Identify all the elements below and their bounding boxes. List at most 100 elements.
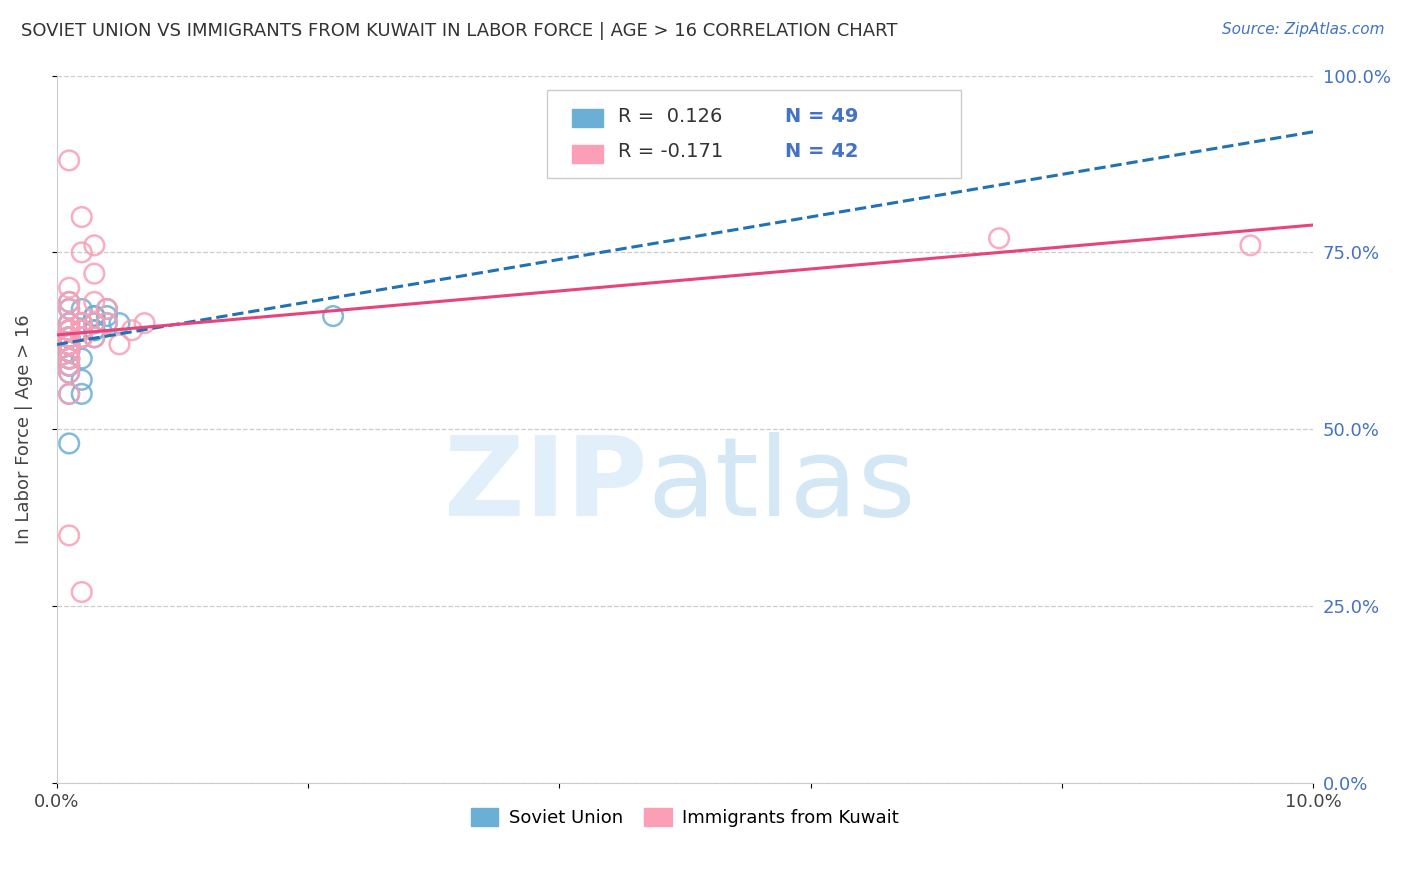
Point — [322, 309, 344, 323]
Point — [58, 323, 80, 337]
Point — [58, 337, 80, 351]
Point — [70, 330, 93, 344]
Point — [58, 337, 80, 351]
Point — [58, 359, 80, 373]
Point — [58, 153, 80, 168]
Point — [58, 359, 80, 373]
Point — [58, 344, 80, 359]
Point — [58, 337, 80, 351]
Point — [83, 323, 105, 337]
Y-axis label: In Labor Force | Age > 16: In Labor Force | Age > 16 — [15, 315, 32, 544]
Point — [58, 281, 80, 295]
Point — [58, 323, 80, 337]
Text: SOVIET UNION VS IMMIGRANTS FROM KUWAIT IN LABOR FORCE | AGE > 16 CORRELATION CHA: SOVIET UNION VS IMMIGRANTS FROM KUWAIT I… — [21, 22, 897, 40]
Point — [70, 316, 93, 330]
Point — [58, 316, 80, 330]
Point — [96, 316, 118, 330]
Point — [58, 316, 80, 330]
Text: R = -0.171: R = -0.171 — [619, 143, 724, 161]
Point — [83, 330, 105, 344]
Point — [58, 344, 80, 359]
Point — [58, 387, 80, 401]
Point — [83, 309, 105, 323]
Point — [70, 301, 93, 316]
Point — [58, 351, 80, 366]
Text: N = 42: N = 42 — [786, 143, 859, 161]
Point — [70, 351, 93, 366]
Point — [70, 330, 93, 344]
Point — [70, 210, 93, 224]
FancyBboxPatch shape — [547, 90, 962, 178]
Point — [70, 245, 93, 260]
Text: Source: ZipAtlas.com: Source: ZipAtlas.com — [1222, 22, 1385, 37]
Point — [58, 330, 80, 344]
Point — [58, 528, 80, 542]
Point — [96, 316, 118, 330]
Point — [70, 316, 93, 330]
Point — [58, 351, 80, 366]
Point — [58, 366, 80, 380]
Point — [58, 337, 80, 351]
Point — [58, 301, 80, 316]
Point — [108, 337, 131, 351]
Point — [134, 316, 156, 330]
Point — [83, 316, 105, 330]
Point — [96, 301, 118, 316]
Point — [70, 330, 93, 344]
Point — [83, 316, 105, 330]
Point — [58, 330, 80, 344]
Text: atlas: atlas — [647, 433, 915, 540]
Point — [58, 351, 80, 366]
Point — [58, 323, 80, 337]
Point — [70, 373, 93, 387]
Point — [121, 323, 143, 337]
Point — [83, 323, 105, 337]
Point — [58, 294, 80, 309]
Point — [70, 323, 93, 337]
Point — [96, 309, 118, 323]
Point — [70, 585, 93, 599]
Point — [96, 301, 118, 316]
Point — [58, 330, 80, 344]
Point — [58, 323, 80, 337]
Point — [83, 330, 105, 344]
Point — [58, 359, 80, 373]
Point — [58, 330, 80, 344]
Point — [58, 337, 80, 351]
Point — [70, 330, 93, 344]
Text: N = 49: N = 49 — [786, 107, 859, 126]
Point — [988, 231, 1011, 245]
Point — [58, 344, 80, 359]
Point — [58, 330, 80, 344]
Point — [70, 323, 93, 337]
Point — [58, 366, 80, 380]
Point — [58, 337, 80, 351]
Point — [83, 294, 105, 309]
Point — [70, 387, 93, 401]
Text: ZIP: ZIP — [444, 433, 647, 540]
Point — [70, 323, 93, 337]
Point — [83, 316, 105, 330]
Point — [58, 436, 80, 450]
Point — [70, 316, 93, 330]
Point — [58, 294, 80, 309]
Point — [58, 330, 80, 344]
Point — [58, 330, 80, 344]
Point — [58, 316, 80, 330]
Point — [58, 351, 80, 366]
Point — [108, 316, 131, 330]
Legend: Soviet Union, Immigrants from Kuwait: Soviet Union, Immigrants from Kuwait — [464, 800, 907, 834]
Point — [58, 344, 80, 359]
FancyBboxPatch shape — [572, 110, 603, 128]
Point — [58, 337, 80, 351]
Point — [58, 387, 80, 401]
Point — [70, 316, 93, 330]
Point — [58, 301, 80, 316]
Point — [1239, 238, 1261, 252]
Text: R =  0.126: R = 0.126 — [619, 107, 723, 126]
Point — [58, 330, 80, 344]
Point — [58, 330, 80, 344]
FancyBboxPatch shape — [572, 145, 603, 162]
Point — [70, 323, 93, 337]
Point — [83, 238, 105, 252]
